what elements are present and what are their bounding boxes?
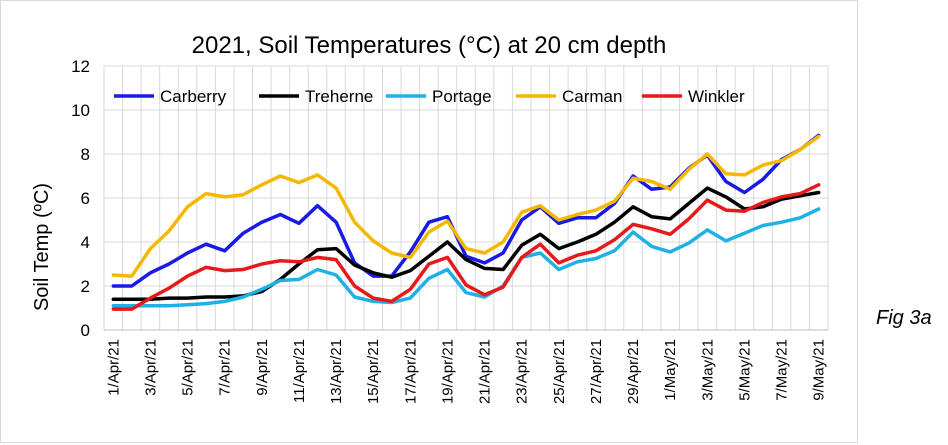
x-tick-label: 29/Apr/21 — [625, 339, 642, 404]
series-line-portage — [111, 207, 821, 308]
y-tick-label: 6 — [81, 189, 90, 208]
x-tick-label: 5/May/21 — [736, 339, 753, 401]
x-tick-label: 27/Apr/21 — [588, 339, 605, 404]
series-lines — [111, 133, 821, 311]
legend-label: Carberry — [160, 87, 227, 106]
x-tick-label: 1/May/21 — [662, 339, 679, 401]
y-tick-label: 2 — [81, 277, 90, 296]
y-tick-label: 12 — [71, 57, 90, 76]
y-tick-label: 8 — [81, 145, 90, 164]
x-tick-label: 3/May/21 — [699, 339, 716, 401]
legend-label: Portage — [432, 87, 492, 106]
legend: Carberry Treherne Portage Carman Winkler — [114, 87, 745, 106]
x-tick-label: 5/Apr/21 — [180, 339, 197, 396]
legend-label: Carman — [562, 87, 622, 106]
x-tick-label: 1/Apr/21 — [105, 339, 122, 396]
x-tick-label: 13/Apr/21 — [328, 339, 345, 404]
y-tick-label: 4 — [81, 233, 90, 252]
x-tick-label: 23/Apr/21 — [514, 339, 531, 404]
x-tick-label: 7/May/21 — [774, 339, 791, 401]
x-tick-label: 3/Apr/21 — [142, 339, 159, 396]
x-tick-label: 15/Apr/21 — [365, 339, 382, 404]
y-tick-label: 0 — [81, 321, 90, 340]
x-tick-label: 11/Apr/21 — [291, 339, 308, 403]
x-tick-label: 21/Apr/21 — [477, 339, 494, 404]
chart-container: 2021, Soil Temperatures (°C) at 20 cm de… — [0, 0, 858, 443]
x-tick-label: 9/Apr/21 — [254, 339, 271, 396]
x-tick-label: 19/Apr/21 — [439, 339, 456, 404]
legend-label: Winkler — [688, 87, 745, 106]
y-tick-label: 10 — [71, 101, 90, 120]
x-tick-label: 17/Apr/21 — [402, 339, 419, 404]
x-tick-label: 7/Apr/21 — [217, 339, 234, 396]
chart-title: 2021, Soil Temperatures (°C) at 20 cm de… — [192, 32, 667, 59]
y-axis-label: Soil Temp (ºC) — [31, 183, 53, 311]
figure-label: Fig 3a — [876, 307, 932, 329]
x-tick-labels: 1/Apr/21 3/Apr/21 5/Apr/21 7/Apr/21 9/Apr/21… — [105, 339, 827, 404]
series-line-treherne — [111, 186, 821, 301]
series-line-carman — [111, 134, 821, 278]
x-tick-label: 9/May/21 — [811, 339, 828, 401]
x-tick-label: 25/Apr/21 — [551, 339, 568, 404]
legend-label: Treherne — [305, 87, 373, 106]
series-line-winkler — [111, 183, 821, 311]
line-chart: 2021, Soil Temperatures (°C) at 20 cm de… — [31, 32, 829, 404]
y-tick-labels: 0 2 4 6 8 10 12 — [71, 57, 90, 340]
grid-lines — [103, 65, 829, 331]
